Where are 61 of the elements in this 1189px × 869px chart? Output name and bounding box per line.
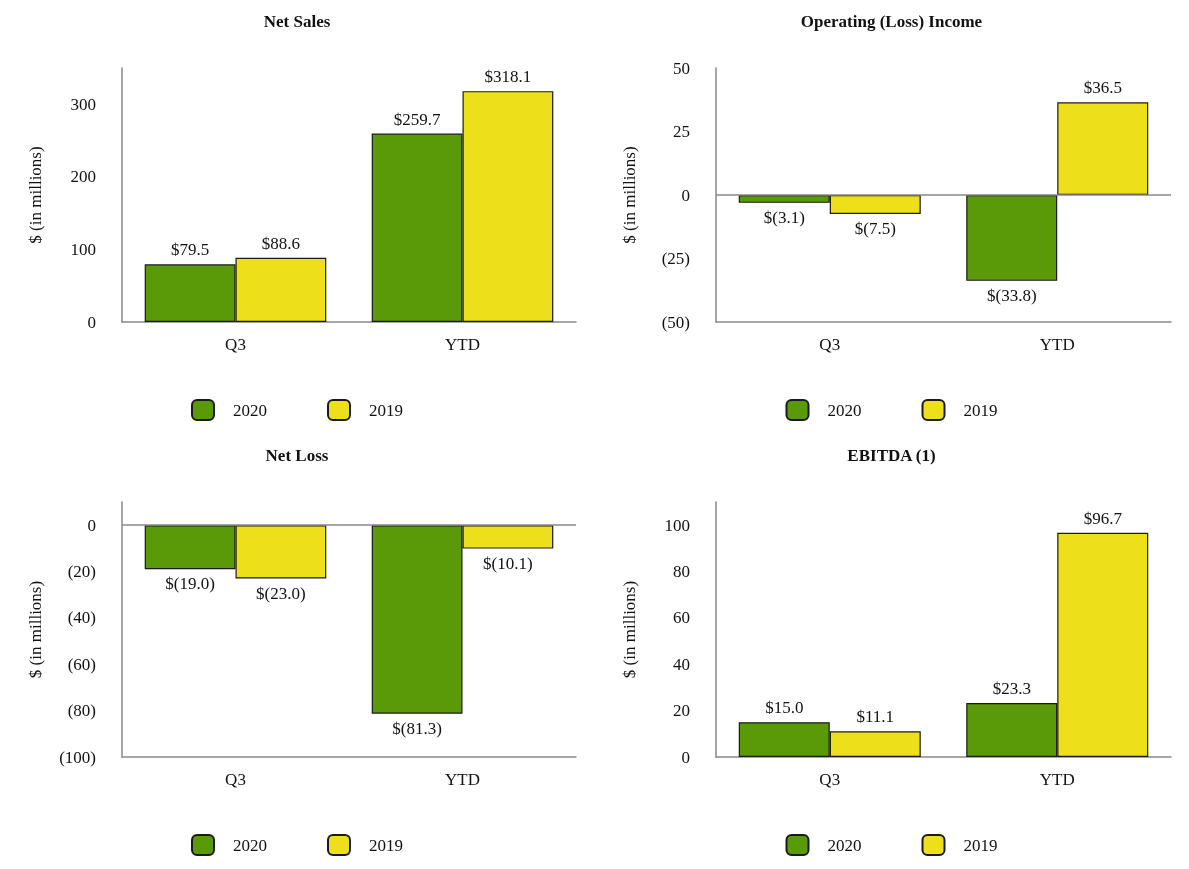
legend-label: 2019 [369, 400, 403, 420]
y-axis-title: $ (in millions) [26, 146, 45, 244]
y-tick-label: 300 [70, 94, 96, 114]
x-tick-label: Q3 [225, 770, 246, 789]
data-label: $(19.0) [165, 574, 215, 594]
chart-title: Net Loss [265, 446, 329, 465]
y-tick-label: 0 [87, 515, 96, 535]
y-tick-label: 0 [87, 312, 96, 332]
y-tick-label: 200 [70, 167, 96, 187]
legend-label: 2019 [369, 835, 403, 855]
y-axis-title: $ (in millions) [620, 580, 639, 679]
y-tick-label: (60) [67, 654, 96, 674]
y-tick-label: 0 [681, 185, 690, 205]
data-label: $(23.0) [256, 583, 306, 603]
y-tick-label: (25) [661, 249, 690, 268]
data-label: $(33.8) [986, 285, 1037, 305]
data-label: $11.1 [856, 707, 895, 727]
y-tick-label: 50 [673, 58, 690, 78]
data-label: $(10.1) [483, 553, 533, 573]
x-tick-label: YTD [1039, 770, 1075, 789]
y-tick-label: 100 [70, 239, 96, 259]
data-label: $79.5 [170, 240, 210, 260]
legend-label: 2020 [827, 835, 862, 855]
x-tick-label: Q3 [819, 335, 841, 354]
x-tick-label: YTD [445, 770, 480, 789]
y-axis-title: $ (in millions) [620, 146, 639, 244]
x-tick-label: Q3 [225, 335, 246, 354]
chart-title: Operating (Loss) Income [800, 12, 983, 31]
y-tick-label: (40) [67, 608, 96, 628]
data-label: $259.7 [393, 109, 441, 129]
y-tick-label: 20 [673, 701, 690, 721]
chart-title: Net Sales [263, 12, 331, 31]
y-tick-label: 40 [673, 654, 690, 674]
y-tick-label: 80 [673, 562, 690, 582]
data-label: $(3.1) [763, 207, 805, 227]
y-tick-label: 100 [664, 515, 690, 535]
legend-label: 2020 [233, 400, 267, 420]
y-tick-label: (50) [661, 312, 690, 332]
data-label: $23.3 [992, 678, 1031, 698]
legend-label: 2020 [827, 400, 862, 420]
y-axis-title: $ (in millions) [26, 580, 45, 679]
y-tick-label: 25 [673, 122, 690, 141]
legend-label: 2019 [963, 835, 998, 855]
y-tick-label: (100) [59, 747, 96, 767]
x-tick-label: YTD [445, 335, 480, 354]
chart-title: EBITDA (1) [847, 446, 936, 465]
legend-label: 2019 [963, 400, 998, 420]
y-tick-label: (80) [67, 701, 96, 721]
data-label: $88.6 [261, 233, 301, 253]
data-label: $36.5 [1083, 78, 1122, 98]
data-label: $(81.3) [392, 718, 442, 738]
data-label: $318.1 [484, 67, 532, 87]
x-tick-label: YTD [1039, 335, 1075, 354]
data-label: $15.0 [765, 698, 804, 718]
y-tick-label: (20) [67, 562, 96, 582]
data-label: $96.7 [1083, 508, 1123, 528]
x-tick-label: Q3 [819, 770, 841, 789]
legend-label: 2020 [233, 835, 267, 855]
y-tick-label: 0 [681, 747, 690, 767]
data-label: $(7.5) [854, 219, 896, 239]
y-tick-label: 60 [673, 608, 690, 628]
